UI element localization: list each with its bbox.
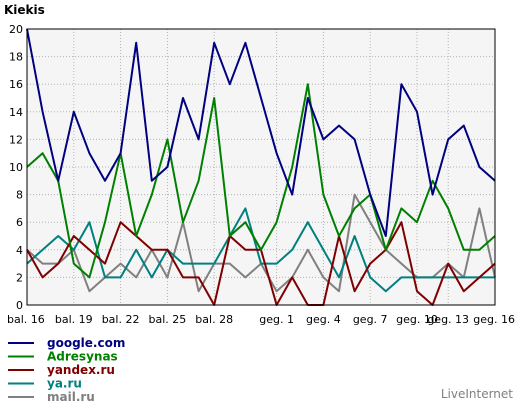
x-axis-ticks: bal. 16 bal. 19 bal. 22 bal. 25 bal. 28 geg. … <box>7 313 515 326</box>
x-tick-label: geg. 10 <box>396 313 438 326</box>
y-tick-label: 12 <box>9 133 23 146</box>
legend-label: Adresynas <box>47 350 118 364</box>
series-line-ya-ru <box>26 207 495 293</box>
y-tick-label: 16 <box>9 78 23 91</box>
x-tick-label: bal. 16 <box>7 313 45 326</box>
y-tick-label: 0 <box>16 299 23 312</box>
x-tick-label: bal. 19 <box>55 313 93 326</box>
y-tick-label: 10 <box>9 161 23 174</box>
x-tick-label: bal. 25 <box>149 313 187 326</box>
x-tick-label: geg. 4 <box>306 313 341 326</box>
chart-title: Kiekis <box>4 3 45 17</box>
x-tick-label: geg. 13 <box>427 313 469 326</box>
y-tick-label: 2 <box>16 271 23 284</box>
x-tick-label: bal. 22 <box>102 313 140 326</box>
y-tick-label: 14 <box>9 106 23 119</box>
plot-border <box>26 28 496 306</box>
legend-label: google.com <box>47 336 125 350</box>
series-lines <box>26 28 496 306</box>
y-tick-label: 18 <box>9 51 23 64</box>
legend-label: yandex.ru <box>47 363 115 377</box>
x-tick-label: geg. 7 <box>353 313 388 326</box>
x-tick-label: bal. 28 <box>195 313 233 326</box>
legend-label: ya.ru <box>47 377 82 391</box>
x-tick-label: geg. 16 <box>473 313 515 326</box>
y-tick-label: 20 <box>9 23 23 36</box>
y-tick-label: 4 <box>16 244 23 257</box>
y-axis-ticks: 0 2 4 6 8 10 12 14 16 18 20 <box>9 23 23 312</box>
brand-label: LiveInternet <box>441 387 513 401</box>
series-line-adresynas <box>26 83 496 279</box>
series-line-google-com <box>26 28 496 237</box>
legend-label: mail.ru <box>47 390 95 404</box>
y-tick-label: 8 <box>16 189 23 202</box>
y-tick-label: 6 <box>16 216 23 229</box>
x-tick-label: geg. 1 <box>259 313 294 326</box>
